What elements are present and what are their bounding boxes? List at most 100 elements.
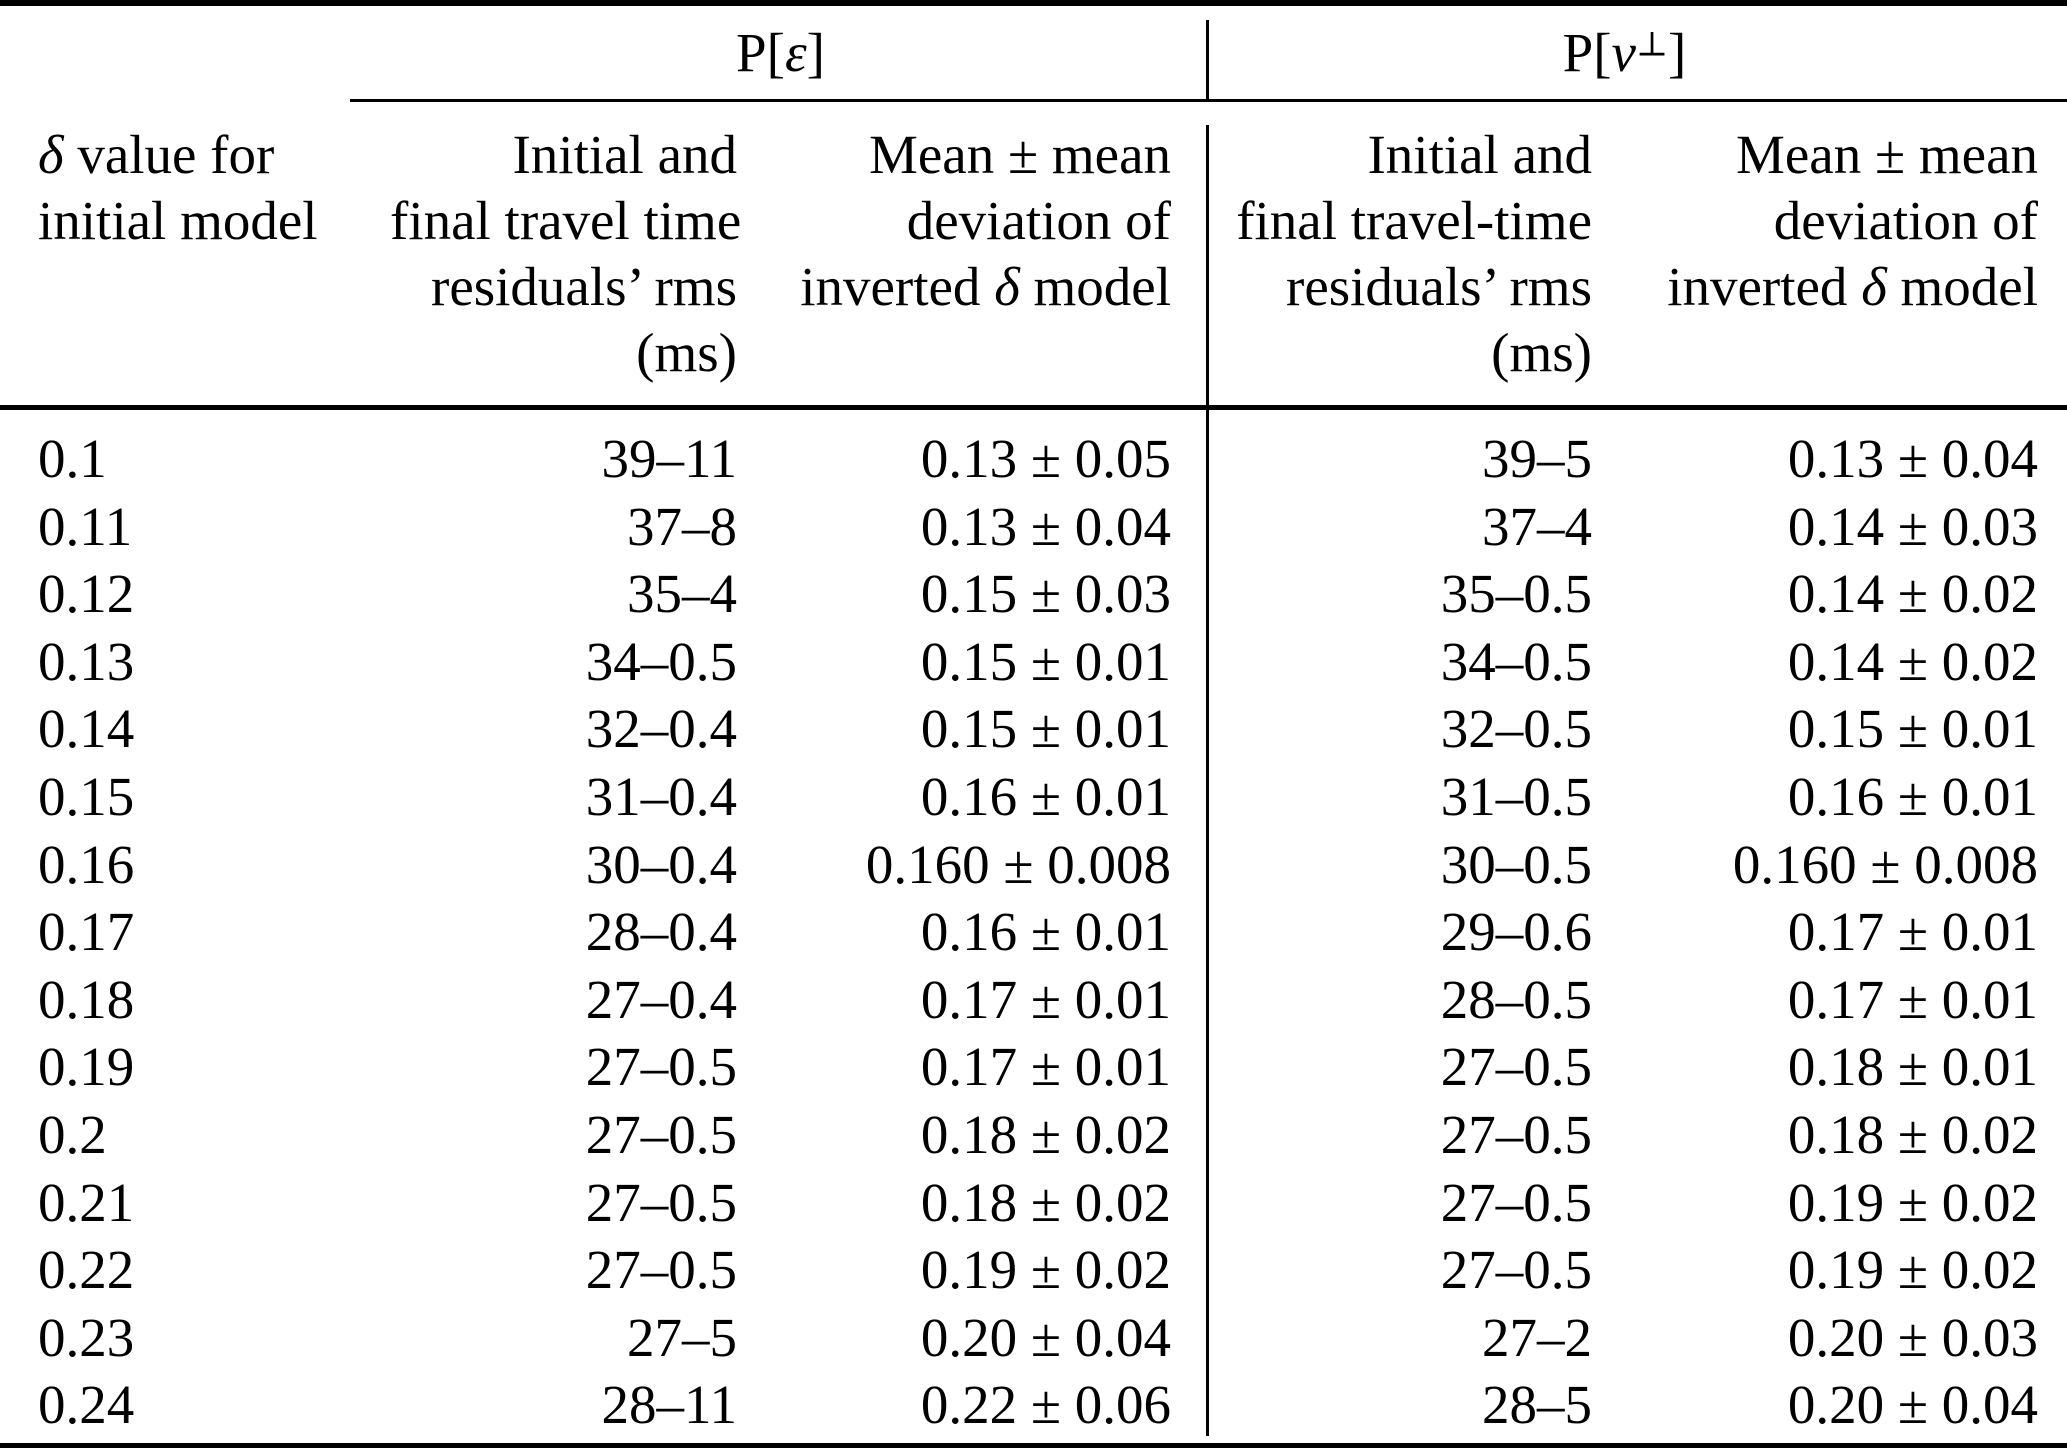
cell-eps-rms-row-2: 35–4 <box>627 563 737 625</box>
group-underline-rule <box>350 99 2067 102</box>
cell-eps-dev-row-6: 0.160 ± 0.008 <box>865 833 1171 895</box>
cell-vperp-rms-row-12: 27–0.5 <box>1440 1239 1592 1301</box>
cell-vperp-dev-row-9: 0.18 ± 0.01 <box>1787 1036 2038 1098</box>
cell-vperp-rms-row-13: 27–2 <box>1482 1306 1592 1368</box>
cell-delta-row-1: 0.11 <box>38 495 133 557</box>
cell-vperp-dev-row-8: 0.17 ± 0.01 <box>1787 968 2038 1030</box>
cell-vperp-dev-row-12: 0.19 ± 0.02 <box>1787 1239 2038 1301</box>
cell-vperp-dev-row-14: 0.20 ± 0.04 <box>1787 1374 2038 1436</box>
cell-vperp-rms-row-1: 37–4 <box>1482 495 1592 557</box>
cell-delta-row-3: 0.13 <box>38 630 135 692</box>
cell-eps-dev-row-9: 0.17 ± 0.01 <box>920 1036 1171 1098</box>
cell-delta-row-7: 0.17 <box>38 901 135 963</box>
perpendicular-superscript: ⊥ <box>1635 26 1669 64</box>
cell-eps-rms-row-14: 28–11 <box>601 1374 737 1436</box>
cell-eps-dev-row-11: 0.18 ± 0.02 <box>920 1171 1171 1233</box>
cell-delta-row-10: 0.2 <box>38 1103 107 1165</box>
cell-eps-rms-row-10: 27–0.5 <box>585 1103 737 1165</box>
group-divider-line-top <box>1206 20 1209 99</box>
cell-vperp-rms-row-2: 35–0.5 <box>1440 563 1592 625</box>
cell-delta-row-12: 0.22 <box>38 1239 135 1301</box>
cell-eps-rms-row-12: 27–0.5 <box>585 1239 737 1301</box>
col-header-delta-value: δ value for initial model <box>38 122 390 386</box>
cell-vperp-rms-row-6: 30–0.5 <box>1440 833 1592 895</box>
cell-delta-row-2: 0.12 <box>38 563 135 625</box>
p-vperp-suffix: ] <box>1668 22 1687 83</box>
cell-vperp-rms-row-0: 39–5 <box>1482 428 1592 489</box>
cell-vperp-dev-row-5: 0.16 ± 0.01 <box>1787 765 2038 827</box>
cell-vperp-dev-row-0: 0.13 ± 0.04 <box>1787 428 2038 489</box>
cell-eps-rms-row-6: 30–0.4 <box>585 833 737 895</box>
col-header-vperp-rms: Initial and final travel-time residuals’… <box>1236 124 1592 383</box>
cell-eps-rms-row-8: 27–0.4 <box>585 968 737 1030</box>
group-header-row: P[ε] P[v⊥] <box>0 6 2067 99</box>
cell-vperp-rms-row-4: 32–0.5 <box>1440 698 1592 760</box>
cell-delta-row-9: 0.19 <box>38 1036 135 1098</box>
cell-eps-dev-row-13: 0.20 ± 0.04 <box>920 1306 1171 1368</box>
cell-delta-row-13: 0.23 <box>38 1306 135 1368</box>
cell-eps-rms-row-13: 27–5 <box>627 1306 737 1368</box>
p-epsilon-prefix: P[ <box>736 22 785 83</box>
cell-eps-dev-row-2: 0.15 ± 0.03 <box>920 563 1171 625</box>
delta-symbol: δ <box>1861 256 1887 317</box>
col-header-eps-deviation: Mean ± mean deviation of inverted δ mode… <box>800 124 1171 317</box>
top-rule <box>0 0 2067 6</box>
cell-eps-dev-row-8: 0.17 ± 0.01 <box>920 968 1171 1030</box>
cell-eps-dev-row-0: 0.13 ± 0.05 <box>920 428 1171 489</box>
group-header-p-vperp: P[v⊥] <box>1171 21 2038 84</box>
table-body: 0.1 39–11 0.13 ± 0.05 39–5 0.13 ± 0.04 0.11 37… <box>0 425 2067 1439</box>
p-vperp-prefix: P[ <box>1562 22 1612 83</box>
cell-vperp-rms-row-8: 28–0.5 <box>1440 968 1592 1030</box>
cell-delta-row-4: 0.14 <box>38 698 135 760</box>
cell-delta-row-5: 0.15 <box>38 765 135 827</box>
cell-vperp-dev-row-4: 0.15 ± 0.01 <box>1787 698 2038 760</box>
col-header-delta-line1: δ value for <box>38 124 275 185</box>
cell-vperp-rms-row-11: 27–0.5 <box>1440 1171 1592 1233</box>
p-epsilon-suffix: ] <box>806 22 825 83</box>
cell-vperp-rms-row-14: 28–5 <box>1482 1374 1592 1436</box>
cell-eps-rms-row-5: 31–0.4 <box>585 765 737 827</box>
group-divider-line <box>1206 125 1209 1436</box>
cell-vperp-dev-row-1: 0.14 ± 0.03 <box>1787 495 2038 557</box>
cell-vperp-rms-row-7: 29–0.6 <box>1440 901 1592 963</box>
cell-eps-dev-row-3: 0.15 ± 0.01 <box>920 630 1171 692</box>
cell-delta-row-11: 0.21 <box>38 1171 135 1233</box>
cell-vperp-dev-row-11: 0.19 ± 0.02 <box>1787 1171 2038 1233</box>
cell-vperp-dev-row-7: 0.17 ± 0.01 <box>1787 901 2038 963</box>
cell-eps-dev-row-10: 0.18 ± 0.02 <box>920 1103 1171 1165</box>
cell-eps-rms-row-11: 27–0.5 <box>585 1171 737 1233</box>
cell-vperp-dev-row-2: 0.14 ± 0.02 <box>1787 563 2038 625</box>
cell-delta-row-14: 0.24 <box>38 1374 135 1436</box>
cell-vperp-dev-row-6: 0.160 ± 0.008 <box>1732 833 2038 895</box>
column-header-row: δ value for initial model Initial and fi… <box>0 122 2067 386</box>
cell-eps-dev-row-4: 0.15 ± 0.01 <box>920 698 1171 760</box>
col-header-eps-rms: Initial and final travel time residuals’… <box>390 124 742 383</box>
cell-vperp-rms-row-3: 34–0.5 <box>1440 630 1592 692</box>
cell-vperp-dev-row-10: 0.18 ± 0.02 <box>1787 1103 2038 1165</box>
cell-eps-rms-row-3: 34–0.5 <box>585 630 737 692</box>
bottom-rule <box>0 1443 2067 1448</box>
cell-eps-rms-row-7: 28–0.4 <box>585 901 737 963</box>
cell-delta-row-8: 0.18 <box>38 968 135 1030</box>
col-header-vperp-deviation: Mean ± mean deviation of inverted δ mode… <box>1667 124 2038 317</box>
cell-eps-rms-row-9: 27–0.5 <box>585 1036 737 1098</box>
cell-eps-rms-row-1: 37–8 <box>627 495 737 557</box>
col-header-delta-line2: initial model <box>38 190 318 251</box>
delta-symbol: δ <box>994 256 1020 317</box>
group-header-p-epsilon: P[ε] <box>390 21 1171 84</box>
delta-symbol: δ <box>38 124 64 185</box>
cell-eps-dev-row-7: 0.16 ± 0.01 <box>920 901 1171 963</box>
cell-vperp-dev-row-3: 0.14 ± 0.02 <box>1787 630 2038 692</box>
epsilon-symbol: ε <box>784 22 807 83</box>
cell-eps-dev-row-5: 0.16 ± 0.01 <box>920 765 1171 827</box>
cell-vperp-rms-row-10: 27–0.5 <box>1440 1103 1592 1165</box>
cell-vperp-rms-row-5: 31–0.5 <box>1440 765 1592 827</box>
cell-vperp-dev-row-13: 0.20 ± 0.03 <box>1787 1306 2038 1368</box>
header-body-rule <box>0 405 2067 410</box>
cell-eps-rms-row-0: 39–11 <box>601 428 737 489</box>
cell-delta-row-0: 0.1 <box>38 428 107 489</box>
cell-eps-dev-row-14: 0.22 ± 0.06 <box>920 1374 1171 1436</box>
cell-delta-row-6: 0.16 <box>38 833 135 895</box>
cell-eps-dev-row-12: 0.19 ± 0.02 <box>920 1239 1171 1301</box>
